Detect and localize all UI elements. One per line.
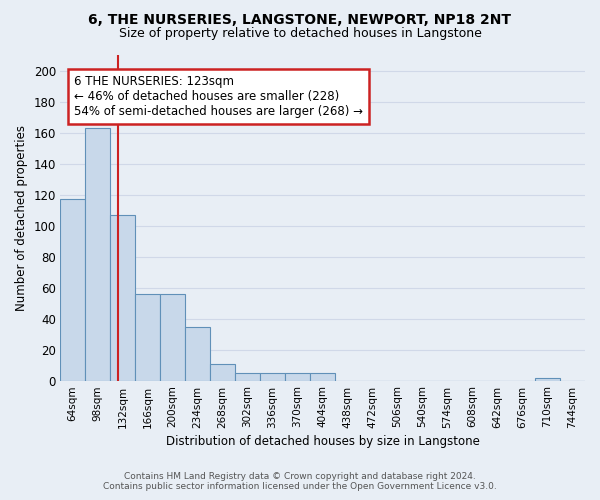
Bar bbox=[110, 215, 135, 382]
Y-axis label: Number of detached properties: Number of detached properties bbox=[15, 125, 28, 311]
Text: 6 THE NURSERIES: 123sqm
← 46% of detached houses are smaller (228)
54% of semi-d: 6 THE NURSERIES: 123sqm ← 46% of detache… bbox=[74, 75, 363, 118]
Bar bbox=[210, 364, 235, 382]
Bar bbox=[535, 378, 560, 382]
Bar bbox=[60, 200, 85, 382]
Text: Contains HM Land Registry data © Crown copyright and database right 2024.
Contai: Contains HM Land Registry data © Crown c… bbox=[103, 472, 497, 491]
Bar bbox=[260, 374, 285, 382]
Text: 6, THE NURSERIES, LANGSTONE, NEWPORT, NP18 2NT: 6, THE NURSERIES, LANGSTONE, NEWPORT, NP… bbox=[89, 12, 511, 26]
Bar bbox=[285, 374, 310, 382]
Bar bbox=[235, 374, 260, 382]
Bar bbox=[185, 327, 210, 382]
Bar bbox=[85, 128, 110, 382]
Bar bbox=[135, 294, 160, 382]
Text: Size of property relative to detached houses in Langstone: Size of property relative to detached ho… bbox=[119, 28, 481, 40]
X-axis label: Distribution of detached houses by size in Langstone: Distribution of detached houses by size … bbox=[166, 434, 479, 448]
Bar bbox=[310, 374, 335, 382]
Bar bbox=[160, 294, 185, 382]
